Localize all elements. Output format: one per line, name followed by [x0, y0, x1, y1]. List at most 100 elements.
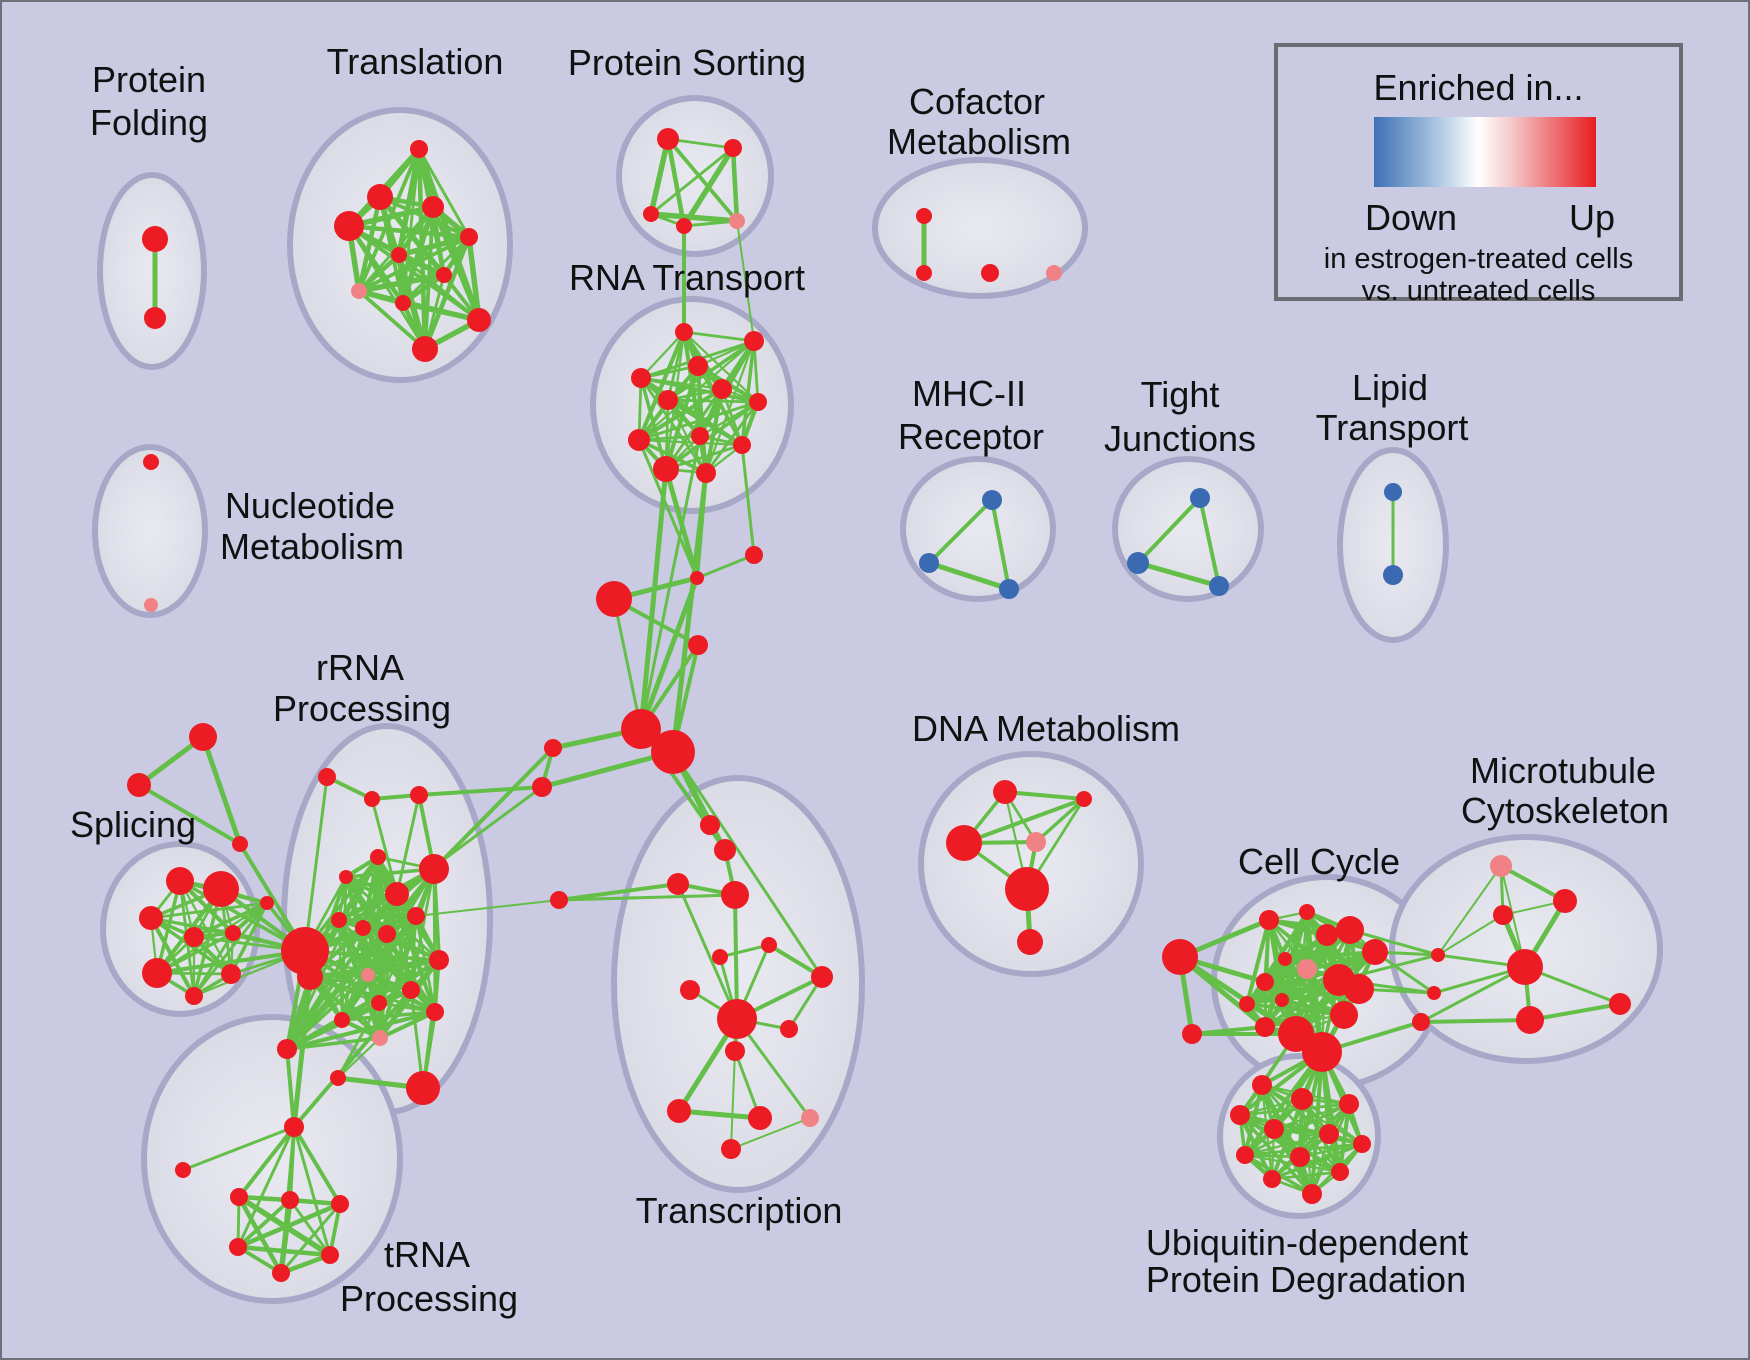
legend-title: Enriched in...: [1373, 67, 1584, 108]
clique-edge: [682, 219, 739, 228]
gene-set-node-T10: [412, 336, 438, 362]
gene-set-node-N2: [410, 786, 428, 804]
network-edge: [736, 220, 755, 342]
clique-edge: [285, 855, 380, 1051]
gene-set-node-M1: [1553, 889, 1577, 913]
network-edge: [637, 438, 699, 580]
gene-set-node-Q0: [284, 1117, 304, 1137]
clique-edge: [1294, 928, 1352, 1036]
gene-set-node-K13: [1255, 1017, 1275, 1037]
cluster-label-rna-transport: RNA Transport: [569, 257, 805, 298]
network-edge: [695, 553, 756, 580]
gene-set-node-R3: [688, 356, 708, 376]
clique-edge: [285, 1018, 344, 1051]
clique-edge: [682, 330, 760, 404]
network-edge: [638, 575, 700, 732]
network-edge: [291, 974, 313, 1130]
clique-edge: [666, 339, 756, 402]
gene-set-node-C1: [690, 571, 704, 585]
gene-set-node-R6: [749, 393, 767, 411]
network-edge: [1135, 560, 1222, 589]
network-edge: [292, 1125, 332, 1257]
gene-set-node-Q6: [321, 1246, 339, 1264]
clique-edge: [337, 914, 418, 922]
gene-set-node-U9: [1290, 1147, 1310, 1167]
gene-set-node-D1: [1076, 791, 1092, 807]
clique-edge: [377, 914, 418, 1005]
gene-set-node-X4: [712, 949, 728, 965]
gene-set-node-T0: [410, 140, 428, 158]
gene-set-node-K10: [1344, 974, 1374, 1004]
network-edge: [1437, 914, 1504, 956]
cluster-label-protein-folding-2: Folding: [90, 102, 208, 143]
clique-edge: [648, 211, 740, 224]
clique-edge: [1310, 1102, 1351, 1196]
clique-edge: [703, 386, 725, 476]
gene-set-node-M0: [1490, 855, 1512, 877]
network-edge: [990, 498, 1011, 591]
cluster-label-mhc-ii-receptor-2: Receptor: [898, 416, 1044, 457]
gene-set-node-K5: [1362, 939, 1388, 965]
network-edge: [395, 793, 421, 896]
clique-edge: [397, 253, 481, 322]
gene-set-node-X3: [721, 881, 749, 909]
network-edge: [539, 749, 676, 790]
gene-set-node-N0: [318, 768, 336, 786]
gene-set-node-D5: [1017, 929, 1043, 955]
gene-set-node-F2: [981, 264, 999, 282]
clique-edge: [637, 400, 760, 442]
legend-down-label: Down: [1364, 197, 1458, 238]
clique-edge: [417, 147, 471, 239]
gene-set-node-N13: [402, 981, 420, 999]
gene-set-node-D3: [1026, 832, 1046, 852]
network-edge: [137, 783, 242, 846]
gene-set-node-MH0: [982, 490, 1002, 510]
clique-edge: [339, 913, 419, 1023]
gene-set-node-T7: [351, 283, 367, 299]
gene-set-node-PF1: [144, 307, 166, 329]
clique-edge: [288, 1198, 332, 1257]
gene-set-node-X14: [721, 1139, 741, 1159]
clique-edge: [236, 1198, 292, 1249]
network-edge: [336, 1001, 381, 1080]
gene-set-node-F3: [1046, 265, 1062, 281]
network-edge: [1419, 965, 1527, 1024]
gene-set-node-SP3: [184, 927, 204, 947]
clique-edge: [664, 400, 760, 471]
network-edge: [730, 1050, 736, 1150]
clique-edge: [637, 438, 744, 447]
cluster-label-transcription: Transcription: [636, 1190, 843, 1231]
gene-set-node-R10: [653, 456, 679, 482]
gene-set-node-T4: [460, 228, 478, 246]
network-edge: [236, 1125, 296, 1249]
cluster-label-cofactor-metabolism-1: Cofactor: [909, 81, 1045, 122]
cluster-label-dna-metabolism: DNA Metabolism: [912, 708, 1180, 749]
gene-set-node-S2: [232, 836, 248, 852]
gene-set-node-K1: [1259, 910, 1279, 930]
gene-set-node-T6: [436, 267, 452, 283]
cluster-label-tight-junctions-2: Junctions: [1104, 418, 1256, 459]
gene-set-node-C0: [596, 581, 632, 617]
network-edge: [557, 893, 737, 902]
clique-edge: [285, 973, 370, 1051]
clique-edge: [740, 339, 756, 447]
clique-edge: [284, 1009, 438, 1052]
clique-edge: [361, 914, 418, 930]
gene-set-node-NM0: [143, 454, 159, 470]
network-edge: [292, 988, 413, 1129]
clique-edge: [649, 146, 735, 216]
gene-set-node-SP8: [260, 896, 274, 910]
gene-set-node-R5: [658, 390, 678, 410]
network-edge: [671, 750, 824, 979]
gene-set-node-P1: [724, 139, 742, 157]
gene-set-node-N6: [419, 854, 449, 884]
clique-edge: [236, 1194, 284, 1276]
gene-set-node-X13: [801, 1109, 819, 1127]
gene-set-node-N16: [372, 1030, 388, 1046]
network-edge: [285, 1047, 296, 1129]
gene-set-node-Q7: [272, 1264, 290, 1282]
network-edge: [1136, 496, 1202, 565]
clique-edge: [682, 330, 756, 343]
clique-edge: [666, 398, 760, 404]
gene-set-node-PF0: [142, 226, 168, 252]
